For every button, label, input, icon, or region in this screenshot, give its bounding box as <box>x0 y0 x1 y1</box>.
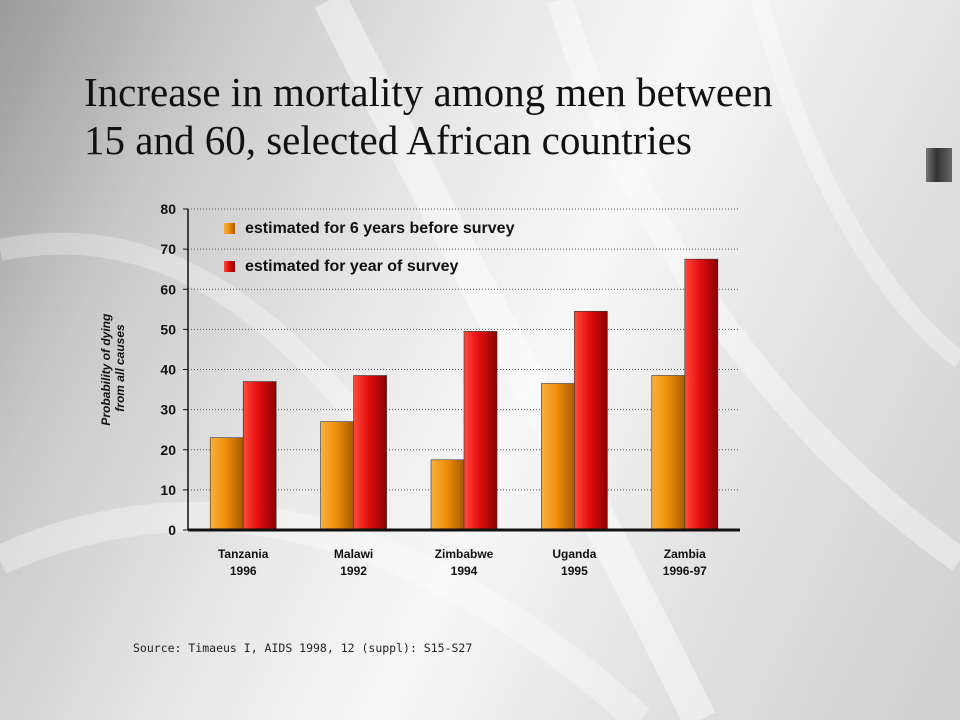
x-category-label: Tanzania <box>218 547 269 561</box>
x-category-label: 1994 <box>451 564 478 578</box>
y-tick-label: 60 <box>160 281 176 297</box>
x-category-label: Uganda <box>552 547 596 561</box>
x-category-label: Malawi <box>334 547 373 561</box>
y-tick-label: 0 <box>168 522 176 538</box>
legend-swatch-before-survey <box>224 223 235 234</box>
bar-year-of-survey <box>353 375 387 531</box>
y-tick-label: 80 <box>160 201 176 217</box>
bar-year-of-survey <box>684 258 719 531</box>
x-axis-labels: Tanzania 1996 Malawi 1992 Zimbabwe 1994 Uganda… <box>218 547 707 578</box>
decorative-tab-shape <box>926 148 952 182</box>
x-category-label: 1996-97 <box>663 564 707 578</box>
x-category-label: Zimbabwe <box>435 547 494 561</box>
legend-label: estimated for 6 years before survey <box>245 220 515 237</box>
x-category-label: 1996 <box>230 564 257 578</box>
bar-year-of-survey <box>242 381 277 531</box>
legend-label: estimated for year of survey <box>245 258 459 275</box>
axes <box>187 209 740 532</box>
x-category-label: 1995 <box>561 564 588 578</box>
y-tick-label: 70 <box>160 241 176 257</box>
bar-before-survey <box>541 383 575 531</box>
source-citation: Source: Timaeus I, AIDS 1998, 12 (suppl)… <box>133 641 473 655</box>
slide-title: Increase in mortality among men between … <box>84 68 904 164</box>
x-category-label: Zambia <box>664 547 706 561</box>
y-axis-ticks: 0 10 20 30 40 50 60 70 80 <box>160 201 188 538</box>
bar-before-survey <box>430 459 465 531</box>
y-tick-label: 20 <box>160 442 176 458</box>
bar-year-of-survey <box>574 311 608 531</box>
bars <box>209 258 719 531</box>
bar-before-survey <box>209 437 244 531</box>
bar-before-survey <box>320 421 354 531</box>
y-axis-title: Probability of dying from all causes <box>99 310 127 425</box>
y-tick-label: 30 <box>160 402 176 418</box>
legend: estimated for 6 years before survey estim… <box>224 220 515 275</box>
slide-title-line-2: 15 and 60, selected African countries <box>84 117 692 163</box>
bar-before-survey <box>651 375 686 531</box>
y-axis-title-line-1: Probability of dying <box>99 313 113 426</box>
slide-title-line-1: Increase in mortality among men between <box>84 69 773 115</box>
y-tick-label: 10 <box>160 482 176 498</box>
legend-swatch-year-of-survey <box>224 261 235 272</box>
y-tick-label: 40 <box>160 362 176 378</box>
y-tick-label: 50 <box>160 321 176 337</box>
x-category-label: 1992 <box>340 564 367 578</box>
bar-year-of-survey <box>463 331 498 531</box>
y-axis-title-line-2: from all causes <box>113 324 127 412</box>
